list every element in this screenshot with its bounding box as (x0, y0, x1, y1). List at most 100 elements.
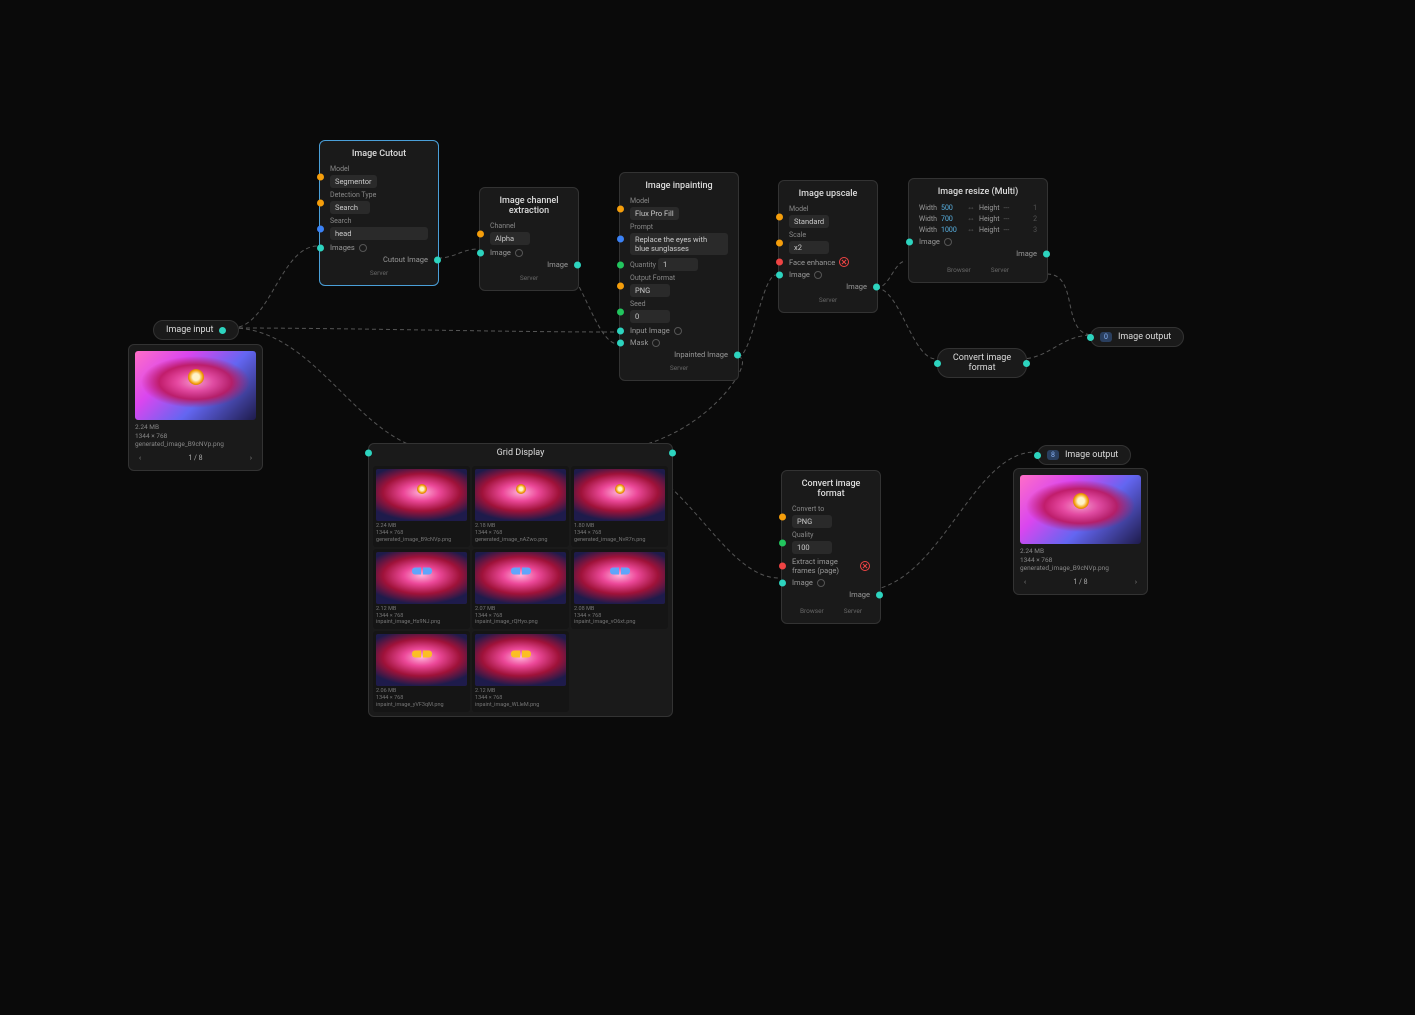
input-port-mask[interactable] (617, 339, 624, 346)
grid-thumbnail[interactable] (376, 634, 467, 686)
field-value-seed[interactable]: 0 (630, 310, 670, 323)
next-button[interactable]: › (246, 452, 256, 464)
input-port-channel[interactable] (477, 230, 484, 237)
width-value[interactable]: 500 (941, 204, 963, 212)
input-port-image[interactable] (477, 249, 484, 256)
height-value[interactable]: --- (1004, 226, 1026, 234)
input-port-quantity[interactable] (617, 261, 624, 268)
grid-thumbnail[interactable] (574, 469, 665, 521)
field-value-model[interactable]: Standard (789, 215, 829, 228)
grid-thumbnail[interactable] (574, 552, 665, 604)
node-grid-display[interactable]: Grid Display 2.24 MB1344 × 768generated_… (368, 443, 673, 717)
input-port-convert[interactable] (779, 513, 786, 520)
node-image-output-1[interactable]: 0 Image output (1090, 327, 1184, 347)
height-value[interactable]: --- (1004, 215, 1026, 223)
footer-server[interactable]: Server (789, 296, 867, 304)
grid-cell[interactable]: 2.12 MB1344 × 768inpaint_image_Hs9NJ.png (373, 549, 470, 630)
input-port-model[interactable] (617, 205, 624, 212)
input-port-model[interactable] (776, 213, 783, 220)
grid-thumbnail[interactable] (475, 469, 566, 521)
input-port-face[interactable] (776, 259, 783, 266)
input-port-prompt[interactable] (617, 236, 624, 243)
input-port-detection[interactable] (317, 199, 324, 206)
output-port[interactable] (1023, 360, 1030, 367)
field-value-model[interactable]: Segmentor (330, 175, 377, 188)
field-value-quality[interactable]: 100 (792, 541, 832, 554)
output-port[interactable] (1043, 250, 1050, 257)
input-port-search[interactable] (317, 225, 324, 232)
grid-cell[interactable]: 2.07 MB1344 × 768inpaint_image_rQHyo.png (472, 549, 569, 630)
preview-thumbnail[interactable] (1020, 475, 1141, 544)
input-port-model[interactable] (317, 173, 324, 180)
footer-server[interactable]: Server (330, 269, 428, 277)
link-icon[interactable]: ⇔ (967, 225, 975, 234)
next-button[interactable]: › (1131, 576, 1141, 588)
info-icon[interactable] (359, 244, 367, 252)
width-value[interactable]: 700 (941, 215, 963, 223)
input-port-seed[interactable] (617, 308, 624, 315)
preview-thumbnail[interactable] (135, 351, 256, 420)
input-port-images[interactable] (317, 244, 324, 251)
node-resize-multi[interactable]: Image resize (Multi) Width500⇔Height---1… (908, 178, 1048, 283)
info-icon[interactable] (674, 327, 682, 335)
footer-browser[interactable]: Browser (947, 266, 971, 274)
input-port[interactable] (934, 360, 941, 367)
grid-thumbnail[interactable] (376, 469, 467, 521)
info-icon[interactable] (515, 249, 523, 257)
input-port-image[interactable] (906, 238, 913, 245)
output-port[interactable] (219, 327, 226, 334)
grid-cell[interactable]: 2.24 MB1344 × 768generated_image_B9cNVp.… (373, 466, 470, 547)
node-upscale[interactable]: Image upscale Model Standard Scale x2 Fa… (778, 180, 878, 313)
output-port[interactable] (574, 261, 581, 268)
field-value-detection[interactable]: Search (330, 201, 370, 214)
grid-cell[interactable]: 2.08 MB1344 × 768inpaint_image_vO6xt.png (571, 549, 668, 630)
input-port-quality[interactable] (779, 539, 786, 546)
field-value-prompt[interactable]: Replace the eyes with blue sunglasses (630, 233, 728, 255)
footer-server[interactable]: Server (630, 364, 728, 372)
grid-cell[interactable]: 2.18 MB1344 × 768generated_image_nAZwo.p… (472, 466, 569, 547)
field-value-quantity[interactable]: 1 (658, 258, 698, 271)
field-value-model[interactable]: Flux Pro Fill (630, 207, 679, 220)
resize-row[interactable]: Width500⇔Height---1 (919, 203, 1037, 212)
info-icon[interactable] (817, 579, 825, 587)
output-port[interactable] (434, 256, 441, 263)
field-value-convert[interactable]: PNG (792, 515, 832, 528)
node-image-input[interactable]: Image input (153, 320, 239, 340)
input-port[interactable] (365, 450, 372, 457)
toggle-face-enhance[interactable] (839, 257, 849, 267)
field-value-search[interactable]: head (330, 227, 428, 240)
resize-row[interactable]: Width700⇔Height---2 (919, 214, 1037, 223)
footer-server[interactable]: Server (844, 607, 862, 615)
footer-server[interactable]: Server (490, 274, 568, 282)
grid-thumbnail[interactable] (475, 552, 566, 604)
node-convert-format-1[interactable]: Convert image format (937, 348, 1027, 378)
output-port[interactable] (669, 450, 676, 457)
input-port-input-image[interactable] (617, 327, 624, 334)
output-port[interactable] (876, 591, 883, 598)
field-value-format[interactable]: PNG (630, 284, 670, 297)
input-port-extract[interactable] (779, 563, 786, 570)
footer-browser[interactable]: Browser (800, 607, 824, 615)
grid-cell[interactable]: 2.12 MB1344 × 768inpaint_image_WLleM.png (472, 631, 569, 712)
input-port[interactable] (1087, 334, 1094, 341)
toggle-extract[interactable] (860, 561, 870, 571)
node-inpainting[interactable]: Image inpainting Model Flux Pro Fill Pro… (619, 172, 739, 381)
input-port-image[interactable] (776, 271, 783, 278)
info-icon[interactable] (652, 339, 660, 347)
output-port[interactable] (873, 283, 880, 290)
input-port-scale[interactable] (776, 239, 783, 246)
height-value[interactable]: --- (1004, 204, 1026, 212)
grid-thumbnail[interactable] (376, 552, 467, 604)
input-port[interactable] (1034, 452, 1041, 459)
input-port-image[interactable] (779, 579, 786, 586)
node-convert-format-2[interactable]: Convert image format Convert to PNG Qual… (781, 470, 881, 624)
info-icon[interactable] (814, 271, 822, 279)
field-value-channel[interactable]: Alpha (490, 232, 530, 245)
width-value[interactable]: 1000 (941, 226, 963, 234)
field-value-scale[interactable]: x2 (789, 241, 829, 254)
prev-button[interactable]: ‹ (1020, 576, 1030, 588)
grid-thumbnail[interactable] (475, 634, 566, 686)
grid-cell[interactable]: 1.80 MB1344 × 768generated_image_NvR7n.p… (571, 466, 668, 547)
link-icon[interactable]: ⇔ (967, 203, 975, 212)
resize-row[interactable]: Width1000⇔Height---3 (919, 225, 1037, 234)
